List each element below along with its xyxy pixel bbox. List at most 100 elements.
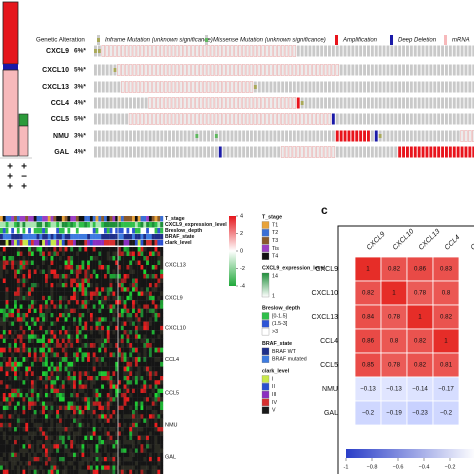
heatmap-cell xyxy=(61,260,65,266)
heatmap-cell xyxy=(123,260,127,266)
sample-cell xyxy=(367,81,370,93)
heatmap-cell xyxy=(59,366,63,372)
sample-cell xyxy=(355,45,359,57)
heatmap-cell xyxy=(0,452,4,458)
heatmap-cell xyxy=(129,313,133,318)
heatmap-cell xyxy=(67,435,71,441)
heatmap-cell xyxy=(36,300,40,305)
heatmap-cell xyxy=(14,461,18,466)
heatmap-cell xyxy=(98,418,102,424)
heatmap-cell xyxy=(160,457,164,462)
heatmap-cell xyxy=(11,371,15,377)
heatmap-cell xyxy=(61,291,65,297)
heatmap-cell xyxy=(59,274,63,279)
heatmap-cell xyxy=(64,347,68,353)
heatmap-cell xyxy=(33,247,37,252)
sample-cell xyxy=(121,81,125,93)
sample-cell xyxy=(296,45,300,57)
sample-cell xyxy=(308,81,312,93)
sample-cell xyxy=(288,45,293,57)
sample-cell xyxy=(331,146,336,158)
heatmap-cell xyxy=(36,256,40,261)
heatmap-cell xyxy=(28,418,32,424)
sample-cell xyxy=(261,97,265,109)
heatmap-cell xyxy=(132,444,136,449)
sample-cell xyxy=(312,64,316,76)
heatmap-cell xyxy=(123,334,127,339)
heatmap-cell xyxy=(98,260,102,266)
heatmap-cell xyxy=(25,452,29,458)
sample-cell xyxy=(296,97,300,109)
sample-cell xyxy=(343,45,347,57)
heatmap-cell xyxy=(73,247,77,252)
annotation-cell xyxy=(0,234,4,240)
sample-cell xyxy=(300,45,304,57)
heatmap-cell xyxy=(103,256,107,261)
heatmap-cell xyxy=(64,422,68,428)
heatmap-cell xyxy=(120,338,124,344)
heatmap-cell xyxy=(129,325,133,331)
heatmap-cell xyxy=(160,444,164,449)
annotation-cell xyxy=(81,222,85,228)
heatmap-cell xyxy=(154,287,158,292)
heatmap-cell xyxy=(87,418,91,424)
heatmap-cell xyxy=(140,465,144,470)
sample-cell xyxy=(164,146,168,158)
heatmap-cell xyxy=(103,278,107,284)
heatmap-cell xyxy=(14,366,18,372)
heatmap-cell xyxy=(56,325,60,331)
sample-cell xyxy=(179,64,183,76)
annotation-cell xyxy=(67,240,71,246)
heatmap-cell xyxy=(36,461,40,466)
annotation-cell xyxy=(146,222,150,228)
sample-cell xyxy=(218,130,222,142)
heatmap-cell xyxy=(134,291,138,297)
heatmap-cell xyxy=(112,265,116,270)
heatmap-cell xyxy=(115,325,119,331)
heatmap-cell xyxy=(67,371,71,377)
heatmap-cell xyxy=(95,313,99,318)
annotation-cell xyxy=(19,222,23,228)
heatmap-cell xyxy=(59,321,63,327)
sample-cell xyxy=(113,97,117,109)
heatmap-cell xyxy=(73,321,77,327)
annotation-cell xyxy=(98,222,102,228)
heatmap-cell xyxy=(30,304,34,309)
heatmap-cell xyxy=(47,384,51,389)
heatmap-cell xyxy=(44,380,48,385)
heatmap-cell xyxy=(42,347,46,353)
heatmap-cell xyxy=(115,366,119,372)
heatmap-cell xyxy=(73,414,77,419)
heatmap-cell xyxy=(42,418,46,424)
heatmap-cell xyxy=(87,287,91,292)
heatmap-cell xyxy=(95,393,99,398)
heatmap-cell xyxy=(56,405,60,411)
legend-swatch xyxy=(261,383,270,391)
heatmap-cell xyxy=(2,357,6,363)
symbol: − xyxy=(21,172,27,183)
heatmap-cell xyxy=(2,444,6,449)
heatmap-cell xyxy=(92,457,96,462)
heatmap-cell xyxy=(103,393,107,398)
heatmap-cell xyxy=(44,384,48,389)
heatmap-cell xyxy=(81,465,85,470)
sample-cell xyxy=(249,97,254,109)
heatmap-cell xyxy=(70,366,74,372)
annotation-cell xyxy=(11,222,15,228)
heatmap-cell xyxy=(59,330,63,335)
heatmap-cell xyxy=(25,304,29,309)
heatmap-cell xyxy=(50,343,54,348)
sample-cell xyxy=(94,113,97,125)
heatmap-cell xyxy=(115,431,119,436)
heatmap-cell xyxy=(8,435,12,441)
sample-cell xyxy=(284,113,289,125)
heatmap-cell xyxy=(5,401,9,406)
sample-cell xyxy=(238,64,242,76)
heatmap-cell xyxy=(95,414,99,419)
heatmap-cell xyxy=(92,357,96,363)
heatmap-cell xyxy=(16,256,20,261)
heatmap-cell xyxy=(78,325,82,331)
legend-label: BRAF WT xyxy=(272,349,297,355)
heatmap-cell xyxy=(39,418,43,424)
sample-cell xyxy=(312,45,316,57)
